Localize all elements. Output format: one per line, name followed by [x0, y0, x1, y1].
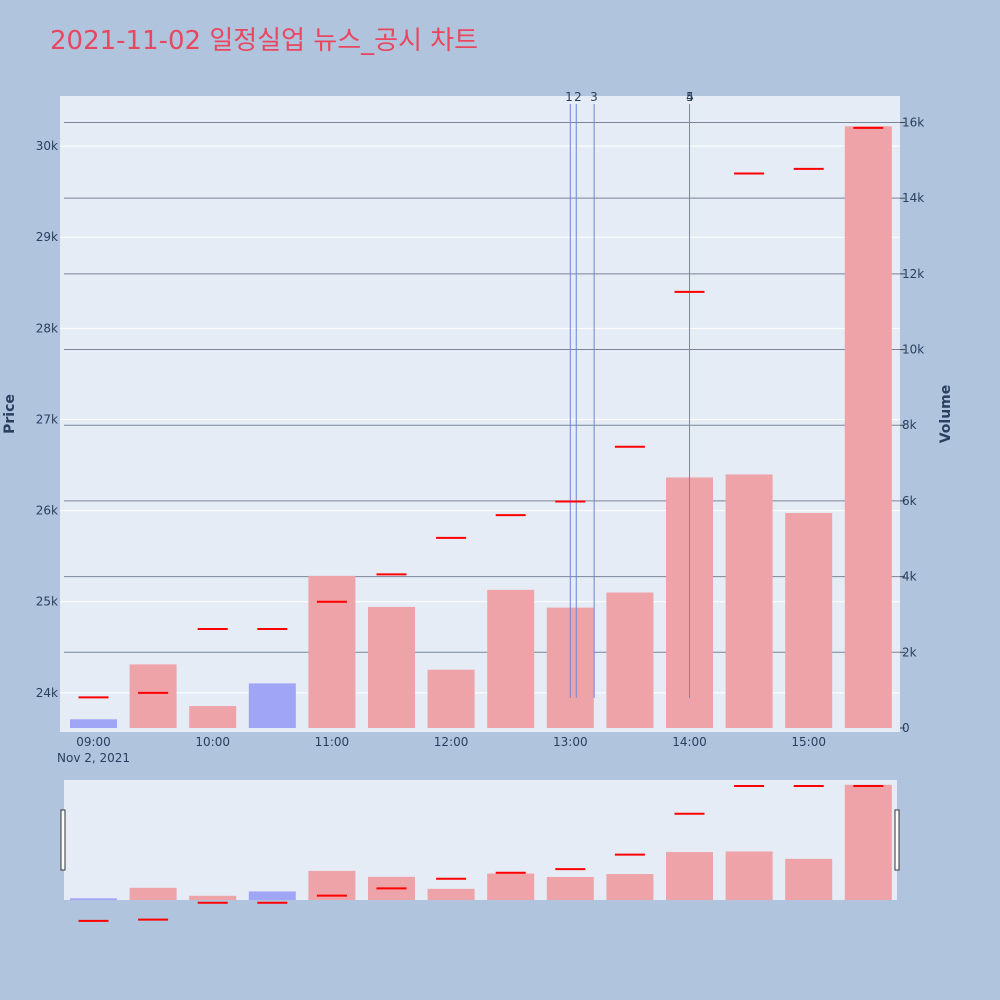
- x-tick-label: 14:00: [672, 735, 707, 749]
- price-markers: [78, 126, 884, 699]
- news-marker-label: 2: [574, 90, 582, 104]
- y2-tick-label: 0: [902, 721, 910, 735]
- volume-bar[interactable]: [368, 606, 415, 728]
- y-tick-label: 28k: [36, 321, 58, 335]
- y-tick-label: 25k: [36, 595, 58, 609]
- volume-bar[interactable]: [725, 474, 773, 728]
- y2-tick-label: 6k: [902, 494, 917, 508]
- slider-volume-bar: [129, 887, 177, 900]
- y2-tick-label: 14k: [902, 191, 924, 205]
- volume-bar[interactable]: [248, 683, 296, 728]
- x-tick-label: 10:00: [195, 735, 230, 749]
- volume-bar[interactable]: [189, 706, 237, 728]
- slider-volume-bar: [725, 851, 773, 900]
- slider-volume-bar: [785, 858, 833, 900]
- range-slider-right-handle[interactable]: [894, 809, 900, 871]
- news-marker-label: 5: [686, 90, 694, 104]
- x-tick-label: 13:00: [553, 735, 588, 749]
- x-tick-label: 15:00: [791, 735, 826, 749]
- y-tick-label: 27k: [36, 412, 58, 426]
- volume-bar[interactable]: [129, 664, 177, 728]
- volume-axis: 0 2k 4k 6k 8k 10k 12k 14k 16k: [900, 115, 924, 735]
- y-tick-label: 30k: [36, 139, 58, 153]
- price-axis: 24k 25k 26k 27k 28k 29k 30k: [36, 139, 58, 700]
- chart-title: 2021-11-02 일정실업 뉴스_공시 차트: [50, 26, 478, 56]
- slider-volume-bar: [606, 874, 654, 900]
- slider-volume-bar: [844, 784, 892, 900]
- volume-bar[interactable]: [308, 575, 356, 728]
- news-marker-label: 4: [686, 90, 694, 104]
- y2-tick-label: 8k: [902, 418, 917, 432]
- y-tick-label: 29k: [36, 230, 58, 244]
- x-tick-label: 11:00: [315, 735, 350, 749]
- slider-volume-bar: [248, 891, 296, 900]
- slider-volume-bar: [189, 895, 237, 900]
- time-axis: 09:00 10:00 11:00 12:00 13:00 14:00 15:00: [76, 735, 826, 749]
- price-gridlines: [60, 145, 900, 694]
- volume-bar[interactable]: [70, 719, 117, 728]
- range-slider-price-markers: [78, 785, 884, 922]
- y-tick-label: 26k: [36, 504, 58, 518]
- news-marker-label: 1: [565, 90, 573, 104]
- slider-volume-bar: [546, 876, 594, 900]
- y2-tick-label: 10k: [902, 343, 924, 357]
- volume-bar[interactable]: [844, 126, 892, 728]
- news-marker-label: 3: [590, 90, 598, 104]
- slider-volume-bar: [487, 873, 535, 900]
- y2-tick-label: 4k: [902, 570, 917, 584]
- y-axis-title: Price: [2, 394, 18, 434]
- x-date-label: Nov 2, 2021: [57, 751, 130, 765]
- x-tick-label: 12:00: [434, 735, 469, 749]
- volume-bar[interactable]: [785, 513, 833, 728]
- y2-tick-label: 2k: [902, 645, 917, 659]
- y2-axis-title: Volume: [938, 385, 954, 444]
- y-tick-label: 24k: [36, 686, 58, 700]
- volume-bars: [70, 126, 892, 728]
- volume-bar[interactable]: [487, 589, 535, 728]
- slider-volume-bar: [427, 888, 475, 900]
- y2-tick-label: 12k: [902, 267, 924, 281]
- y2-tick-label: 16k: [902, 115, 924, 129]
- volume-bar[interactable]: [606, 592, 654, 728]
- slider-volume-bar: [70, 898, 117, 900]
- news-markers: 1 2 3 45: [565, 90, 694, 698]
- x-tick-label: 09:00: [76, 735, 111, 749]
- slider-volume-bar: [666, 852, 713, 900]
- main-plot-area[interactable]: [60, 96, 900, 732]
- range-slider-volume-bars: [70, 784, 892, 900]
- range-slider-left-handle[interactable]: [60, 809, 66, 871]
- volume-bar[interactable]: [427, 669, 475, 728]
